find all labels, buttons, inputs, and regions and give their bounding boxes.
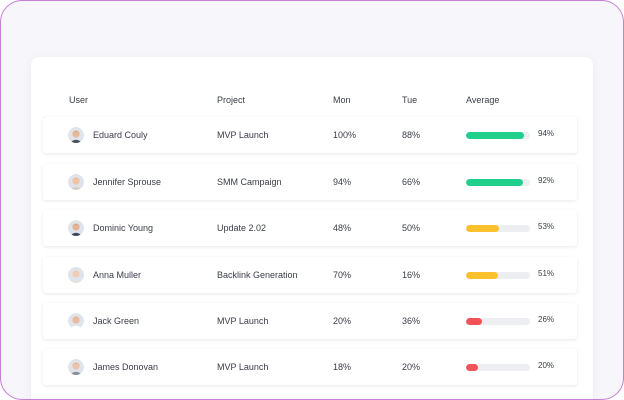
avatar (68, 359, 84, 375)
table-row[interactable]: Anna Muller Backlink Generation 70% 16% 51% (43, 257, 577, 293)
average-percent: 92% (538, 176, 555, 185)
average-progress-fill (466, 318, 483, 325)
table-row[interactable]: Eduard Couly MVP Launch 100% 88% 94% (43, 117, 577, 153)
user-name: Jennifer Sprouse (93, 177, 162, 187)
average-progress-fill (466, 179, 524, 186)
average-percent: 20% (538, 361, 555, 370)
avatar (68, 174, 84, 190)
table-row[interactable]: Dominic Young Update 2.02 48% 50% 53% (43, 210, 577, 246)
project-name: Update 2.02 (217, 223, 267, 233)
average-percent: 94% (538, 129, 555, 138)
avatar (68, 313, 84, 329)
user-name: Anna Muller (93, 270, 142, 280)
average-progress-bar (466, 132, 530, 139)
column-header-tue[interactable]: Tue (402, 95, 418, 105)
average-progress-bar (466, 272, 530, 279)
user-name: Dominic Young (93, 223, 154, 233)
project-name: MVP Launch (217, 130, 269, 140)
mon-value: 100% (333, 130, 357, 140)
average-progress-bar (466, 318, 530, 325)
average-progress-fill (466, 132, 525, 139)
mon-value: 70% (333, 270, 352, 280)
table-row[interactable]: James Donovan MVP Launch 18% 20% 20% (43, 349, 577, 385)
user-name: Eduard Couly (93, 130, 148, 140)
tue-value: 36% (402, 316, 421, 326)
column-header-average[interactable]: Average (466, 95, 500, 105)
average-progress-fill (466, 225, 499, 232)
project-name: SMM Campaign (217, 177, 282, 187)
user-progress-table: User Project Mon Tue Average Eduard Coul… (31, 57, 593, 399)
tue-value: 88% (402, 130, 421, 140)
project-name: MVP Launch (217, 362, 269, 372)
column-header-user[interactable]: User (69, 95, 89, 105)
average-progress-bar (466, 179, 530, 186)
average-percent: 53% (538, 222, 555, 231)
mon-value: 94% (333, 177, 352, 187)
user-name: Jack Green (93, 316, 140, 326)
mon-value: 18% (333, 362, 352, 372)
average-progress-fill (466, 364, 479, 371)
table-row[interactable]: Jack Green MVP Launch 20% 36% 26% (43, 303, 577, 339)
mon-value: 20% (333, 316, 352, 326)
project-name: Backlink Generation (217, 270, 298, 280)
tue-value: 16% (402, 270, 421, 280)
tue-value: 66% (402, 177, 421, 187)
table-row[interactable]: Jennifer Sprouse SMM Campaign 94% 66% 92% (43, 164, 577, 200)
avatar (68, 220, 84, 236)
project-name: MVP Launch (217, 316, 269, 326)
avatar (68, 267, 84, 283)
average-progress-fill (466, 272, 498, 279)
average-percent: 26% (538, 315, 555, 324)
average-percent: 51% (538, 269, 555, 278)
column-header-project[interactable]: Project (217, 95, 246, 105)
tue-value: 50% (402, 223, 421, 233)
tue-value: 20% (402, 362, 421, 372)
table-header: User Project Mon Tue Average (43, 85, 575, 118)
average-progress-bar (466, 364, 530, 371)
column-header-mon[interactable]: Mon (333, 95, 351, 105)
user-name: James Donovan (93, 362, 159, 372)
avatar (68, 127, 84, 143)
mon-value: 48% (333, 223, 352, 233)
average-progress-bar (466, 225, 530, 232)
